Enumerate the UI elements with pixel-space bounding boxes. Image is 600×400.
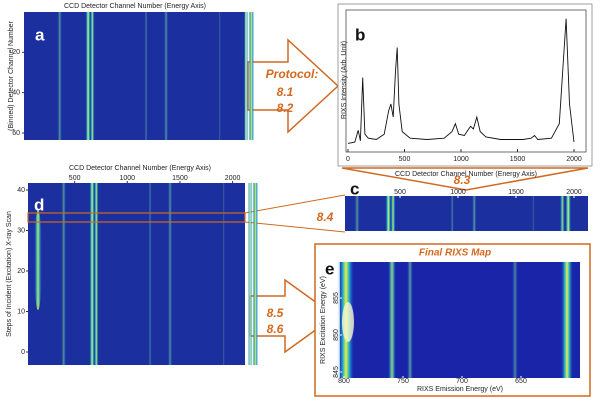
y-tick-label: 0 (21, 349, 25, 356)
panel-letter: e (325, 259, 334, 278)
heatmap-stripe (61, 183, 67, 365)
heatmap-stripe (390, 196, 396, 231)
y-tick-label: 30 (17, 227, 25, 234)
step-label: 8.6 (267, 322, 284, 336)
heatmap-stripe (144, 12, 148, 140)
x-tick-label: 1500 (172, 175, 188, 182)
y-tick-label: 10 (17, 308, 25, 315)
heatmap-stripe (222, 183, 225, 365)
heatmap-stripe (512, 262, 518, 378)
zoom-line (244, 221, 346, 233)
heatmap-stripe (561, 262, 573, 378)
panel-frame (337, 3, 593, 167)
heatmap-stripe (471, 196, 477, 231)
heatmap (24, 12, 245, 140)
heatmap-stripe (89, 183, 95, 365)
heatmap-stripe (247, 183, 253, 365)
y-tick-label: 40 (12, 89, 20, 96)
heatmap-stripe (148, 183, 152, 365)
x-tick-label: 2000 (225, 175, 241, 182)
x-tick-label: 1500 (508, 189, 524, 196)
heatmap-stripe (532, 196, 535, 231)
step-label: 8.5 (267, 306, 284, 320)
axis-title: RIXS Emission Energy (eV) (417, 386, 503, 393)
heatmap-stripe (90, 12, 95, 140)
x-tick-label: 650 (515, 378, 527, 385)
panel-letter: b (355, 25, 365, 44)
spectrum-line (347, 18, 575, 144)
axis-title: CCD Detector Channel Number (Energy Axis… (69, 165, 211, 172)
heatmap (345, 196, 588, 231)
axis-title: (Binned) Detector Channel Number (8, 20, 15, 130)
step-label: 8.2 (277, 101, 294, 115)
x-tick-label: 1000 (450, 189, 466, 196)
heatmap-stripe (57, 12, 63, 140)
step-label: Protocol: (266, 67, 319, 81)
plot-area (345, 9, 587, 153)
arrow (341, 167, 589, 191)
heatmap-stripe (407, 262, 413, 378)
selection-band (27, 212, 246, 223)
x-tick-label: 2000 (566, 189, 582, 196)
panel-letter: a (35, 25, 45, 44)
arrow (247, 38, 340, 134)
heatmap-stripe (218, 12, 221, 140)
y-tick-label: 855 (333, 292, 340, 304)
x-tick-label: 2000 (566, 156, 582, 163)
heatmap-stripe (450, 196, 454, 231)
y-tick-label: 20 (12, 49, 20, 56)
axis-title: CCD Detector Channel Number (Energy Axis… (64, 3, 206, 10)
axis-title: RIXS Excitation Energy (eV) (320, 276, 327, 364)
heatmap-stripe (163, 12, 169, 140)
panel-letter: d (34, 195, 44, 214)
y-tick-label: 845 (333, 366, 340, 378)
heatmap-stripe (565, 196, 572, 231)
x-tick-label: 700 (456, 378, 468, 385)
x-tick-label: 800 (338, 378, 350, 385)
x-tick-label: 0 (346, 156, 350, 163)
x-tick-label: 1000 (453, 156, 469, 163)
heatmap-stripe (85, 12, 91, 140)
y-tick-label: 40 (17, 187, 25, 194)
heatmap (340, 262, 580, 378)
heatmap-stripe (252, 183, 259, 365)
heatmap-stripe (248, 12, 255, 140)
x-tick-label: 750 (397, 378, 409, 385)
x-tick-label: 500 (399, 156, 411, 163)
x-tick-label: 1500 (510, 156, 526, 163)
heatmap-stripe (385, 196, 392, 231)
heatmap-stripe (243, 12, 249, 140)
heatmap-stripe (354, 196, 360, 231)
x-tick-label: 500 (394, 189, 406, 196)
step-label: 8.3 (454, 173, 471, 187)
step-label: 8.4 (317, 210, 334, 224)
heatmap-stripe (167, 183, 173, 365)
heatmap-stripe (388, 262, 396, 378)
heatmap-stripe (559, 196, 565, 231)
y-tick-label: 60 (12, 130, 20, 137)
heatmap-blob (342, 302, 354, 342)
heatmap (28, 183, 245, 365)
axis-title: RIXS Intensity (Arb. Unit) (341, 41, 348, 119)
step-label: 8.1 (277, 85, 294, 99)
heatmap-blob (34, 210, 42, 310)
x-tick-label: 500 (69, 175, 81, 182)
panel-title: Final RIXS Map (419, 248, 491, 259)
axis-title: CCD Detector Channel Number (Energy Axis… (395, 171, 537, 178)
y-tick-label: 850 (333, 329, 340, 341)
axis-title: Steps of Incident (Excitation) X-ray Sca… (6, 211, 13, 337)
x-tick-label: 1000 (120, 175, 136, 182)
panel-letter: c (350, 179, 359, 198)
heatmap-stripe (94, 183, 99, 365)
zoom-line (244, 194, 346, 214)
y-tick-label: 20 (17, 268, 25, 275)
